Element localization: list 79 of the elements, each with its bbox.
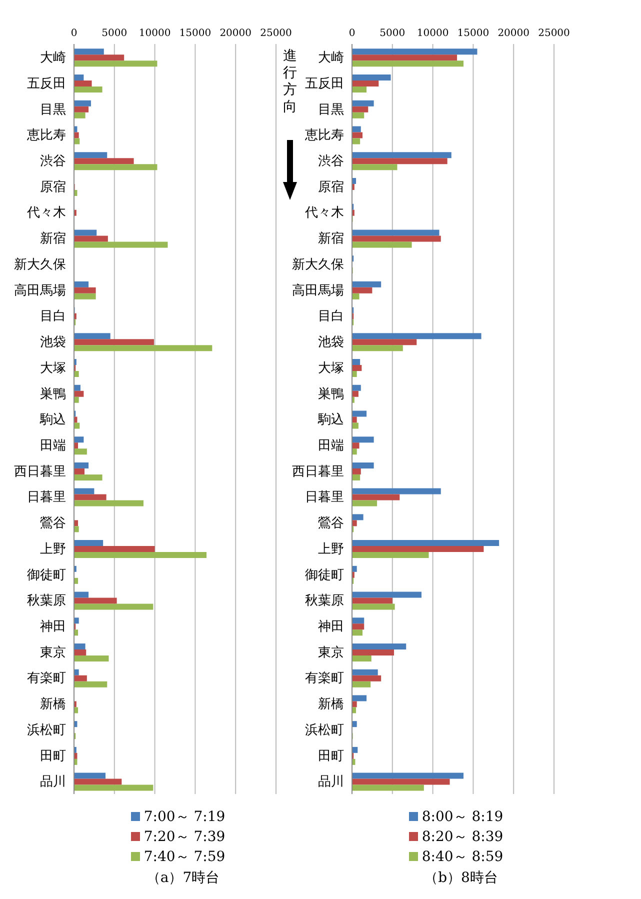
y-tick-label: 新宿 <box>40 230 66 247</box>
y-tick-label: 田町 <box>318 748 344 764</box>
y-tick-label: 五反田 <box>27 76 66 92</box>
x-tick-label: 5000 <box>102 28 128 39</box>
y-tick-label: 品川 <box>40 774 66 790</box>
y-tick-label: 新大久保 <box>292 257 344 272</box>
x-tick-label: 25000 <box>260 28 292 39</box>
y-tick-label: 東京 <box>40 645 66 660</box>
x-tick-label: 5000 <box>380 28 406 39</box>
y-tick-label: 巣鴨 <box>318 386 344 402</box>
y-tick-label: 高田馬場 <box>14 282 66 298</box>
y-tick-label: 鶯谷 <box>40 516 66 532</box>
y-tick-label: 大塚 <box>318 360 344 376</box>
y-tick-label: 田端 <box>40 438 66 454</box>
y-tick-label: 上野 <box>40 542 66 557</box>
y-tick-label: 浜松町 <box>27 722 66 738</box>
y-tick-label: 田端 <box>318 438 344 454</box>
y-tick-label: 新橋 <box>40 697 66 712</box>
text: （a）7時台 <box>145 869 221 887</box>
text: 進行方向 <box>283 48 298 116</box>
x-tick-label: 10000 <box>138 28 171 39</box>
legend-label: 7:00～ 7:19 <box>144 809 226 825</box>
x-tick-label: 25000 <box>538 28 570 39</box>
legend-label: 8:40～ 8:59 <box>422 849 504 865</box>
y-tick-label: 目白 <box>40 309 66 324</box>
y-tick-label: 鶯谷 <box>318 516 344 532</box>
y-tick-label: 品川 <box>318 774 344 790</box>
y-tick-label: 上野 <box>318 542 344 557</box>
legend-label: 8:00～ 8:19 <box>422 809 504 825</box>
x-tick-label: 20000 <box>220 28 252 39</box>
y-tick-label: 目白 <box>318 309 344 324</box>
y-tick-label: 目黒 <box>40 102 66 118</box>
y-tick-label: 新大久保 <box>14 257 66 272</box>
y-tick-label: 原宿 <box>40 178 66 195</box>
y-tick-label: 駒込 <box>317 412 344 428</box>
y-tick-label: 大塚 <box>40 360 66 376</box>
y-tick-label: 大崎 <box>40 50 66 66</box>
y-tick-label: 原宿 <box>318 178 344 195</box>
y-tick-label: 池袋 <box>318 335 344 350</box>
y-tick-label: 恵比寿 <box>26 128 66 144</box>
y-tick-label: 大崎 <box>318 50 344 66</box>
y-tick-label: 高田馬場 <box>292 282 344 298</box>
x-tick-label: 0 <box>70 28 78 39</box>
y-tick-label: 代々木 <box>26 206 66 221</box>
y-tick-label: 西日暮里 <box>292 464 344 480</box>
y-tick-label: 神田 <box>40 620 66 635</box>
x-tick-label: 15000 <box>179 28 212 39</box>
y-tick-label: 池袋 <box>40 335 66 350</box>
y-tick-label: 御徒町 <box>305 568 344 583</box>
y-tick-label: 新宿 <box>318 230 344 247</box>
y-tick-label: 渋谷 <box>40 154 66 169</box>
x-tick-label: 15000 <box>457 28 490 39</box>
y-tick-label: 有楽町 <box>27 671 66 686</box>
y-tick-label: 日暮里 <box>27 490 66 506</box>
y-tick-label: 巣鴨 <box>40 386 66 402</box>
y-tick-label: 神田 <box>318 620 344 635</box>
y-tick-label: 代々木 <box>304 206 344 221</box>
y-tick-label: 秋葉原 <box>305 594 344 609</box>
y-tick-label: 西日暮里 <box>14 464 66 480</box>
x-tick-label: 0 <box>348 28 356 39</box>
legend-label: 7:40～ 7:59 <box>144 849 226 865</box>
y-tick-label: 目黒 <box>318 102 344 118</box>
legend-label: 8:20～ 8:39 <box>422 829 504 845</box>
y-tick-label: 恵比寿 <box>304 128 344 144</box>
text: （b）8時台 <box>423 869 499 887</box>
y-tick-label: 有楽町 <box>305 671 344 686</box>
x-tick-label: 20000 <box>498 28 530 39</box>
y-tick-label: 御徒町 <box>27 568 66 583</box>
y-tick-label: 東京 <box>318 645 344 660</box>
y-tick-label: 五反田 <box>305 76 344 92</box>
y-tick-label: 浜松町 <box>305 722 344 738</box>
y-tick-label: 新橋 <box>318 697 344 712</box>
legend-label: 7:20～ 7:39 <box>144 829 226 845</box>
y-tick-label: 田町 <box>40 748 66 764</box>
y-tick-label: 渋谷 <box>318 154 344 169</box>
y-tick-label: 日暮里 <box>305 490 344 506</box>
y-tick-label: 秋葉原 <box>27 594 66 609</box>
y-tick-label: 駒込 <box>39 412 66 428</box>
x-tick-label: 10000 <box>416 28 449 39</box>
